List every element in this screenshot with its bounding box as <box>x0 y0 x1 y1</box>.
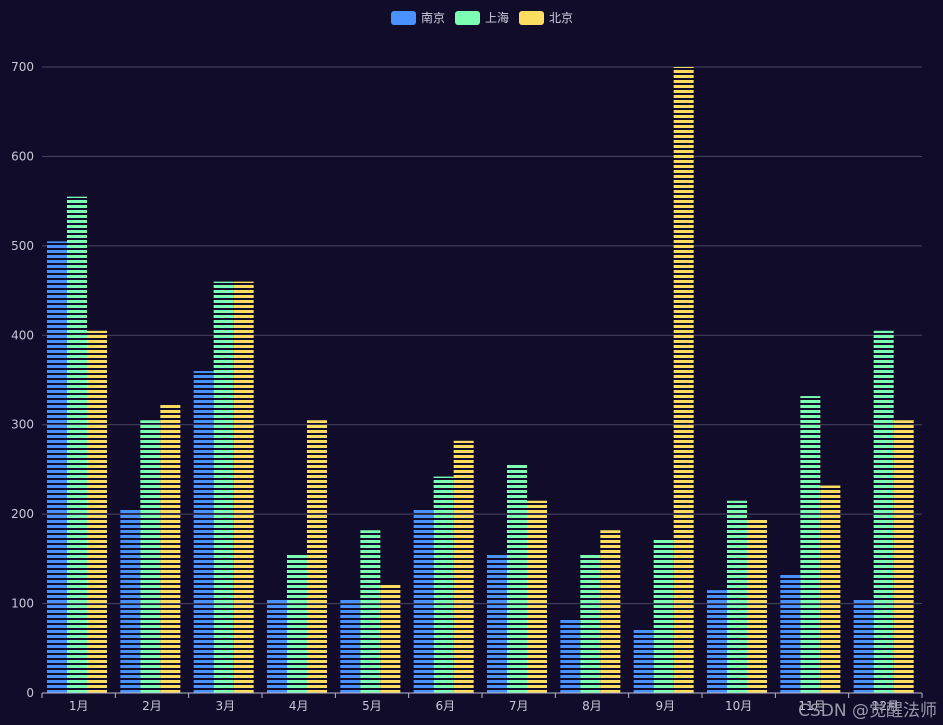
x-tick-label: 8月 <box>582 699 602 713</box>
y-axis: 0 100 200 300 400 500 600 700 <box>11 60 34 700</box>
bar-10月-南京[interactable] <box>707 590 727 693</box>
bar-4月-北京[interactable] <box>307 420 327 693</box>
bar-6月-北京[interactable] <box>453 440 474 693</box>
grid-lines <box>42 66 922 605</box>
x-tick-label: 6月 <box>436 699 456 713</box>
x-tick-label: 9月 <box>656 699 676 713</box>
bar-7月-北京[interactable] <box>527 500 547 693</box>
x-tick-label: 12月 <box>872 699 899 713</box>
bar-11月-上海[interactable] <box>800 396 821 693</box>
bar-12月-上海[interactable] <box>873 330 894 693</box>
x-axis: 1月 2月 3月 4月 5月 6月 7月 8月 9月 10月 11月 12月 <box>41 692 923 713</box>
bar-3月-北京[interactable] <box>233 281 254 693</box>
y-tick-label: 300 <box>11 418 34 432</box>
bar-12月-北京[interactable] <box>893 420 914 693</box>
y-tick-label: 200 <box>11 507 34 521</box>
y-tick-label: 100 <box>11 597 34 611</box>
x-tick-label: 7月 <box>509 699 529 713</box>
x-tick-label: 5月 <box>362 699 382 713</box>
bar-7月-上海[interactable] <box>507 464 527 693</box>
legend-swatch <box>519 11 544 25</box>
legend: 南京 上海 北京 <box>391 10 573 25</box>
y-tick-label: 500 <box>11 239 34 253</box>
legend-label: 北京 <box>549 11 573 25</box>
bar-8月-南京[interactable] <box>560 619 581 693</box>
bar-5月-上海[interactable] <box>360 530 381 693</box>
bar-11月-南京[interactable] <box>780 574 801 693</box>
x-tick-label: 11月 <box>798 699 825 713</box>
bar-1月-南京[interactable] <box>47 241 67 693</box>
legend-swatch <box>455 11 480 25</box>
bar-8月-上海[interactable] <box>580 554 601 693</box>
bar-5月-北京[interactable] <box>380 583 401 693</box>
bar-12月-南京[interactable] <box>853 599 874 693</box>
x-tick-label: 4月 <box>289 699 309 713</box>
bars <box>47 67 914 693</box>
bar-9月-北京[interactable] <box>673 67 694 693</box>
legend-item-上海[interactable]: 上海 <box>455 10 509 25</box>
y-tick-label: 700 <box>11 60 34 74</box>
bar-4月-南京[interactable] <box>267 599 287 693</box>
bar-1月-北京[interactable] <box>87 330 107 693</box>
legend-item-北京[interactable]: 北京 <box>519 11 573 25</box>
bar-9月-南京[interactable] <box>633 628 654 693</box>
x-tick-label: 3月 <box>216 699 236 713</box>
bar-2月-上海[interactable] <box>140 420 161 693</box>
bar-10月-上海[interactable] <box>727 500 747 693</box>
legend-swatch <box>391 11 416 25</box>
x-tick-label: 2月 <box>142 699 162 713</box>
bar-5月-南京[interactable] <box>340 599 361 693</box>
legend-label: 上海 <box>485 10 509 25</box>
bar-2月-南京[interactable] <box>120 509 141 693</box>
x-tick-label: 10月 <box>725 699 752 713</box>
bar-8月-北京[interactable] <box>600 530 621 693</box>
bar-4月-上海[interactable] <box>287 554 307 693</box>
bar-6月-南京[interactable] <box>413 509 434 693</box>
bar-1月-上海[interactable] <box>67 196 87 693</box>
bar-2月-北京[interactable] <box>160 405 181 693</box>
watermark: CSDN @觉醒法师 <box>798 701 937 721</box>
legend-label: 南京 <box>421 10 445 25</box>
bar-6月-上海[interactable] <box>433 476 454 693</box>
y-tick-label: 400 <box>11 328 34 342</box>
bar-9月-上海[interactable] <box>653 539 674 693</box>
bar-3月-南京[interactable] <box>193 371 214 693</box>
bar-7月-南京[interactable] <box>487 554 507 693</box>
legend-item-南京[interactable]: 南京 <box>391 10 445 25</box>
y-tick-label: 0 <box>26 686 34 700</box>
bar-3月-上海[interactable] <box>213 281 234 693</box>
y-tick-label: 600 <box>11 149 34 163</box>
bar-11月-北京[interactable] <box>820 485 841 693</box>
x-tick-label: 1月 <box>69 699 89 713</box>
bar-10月-北京[interactable] <box>747 518 767 693</box>
